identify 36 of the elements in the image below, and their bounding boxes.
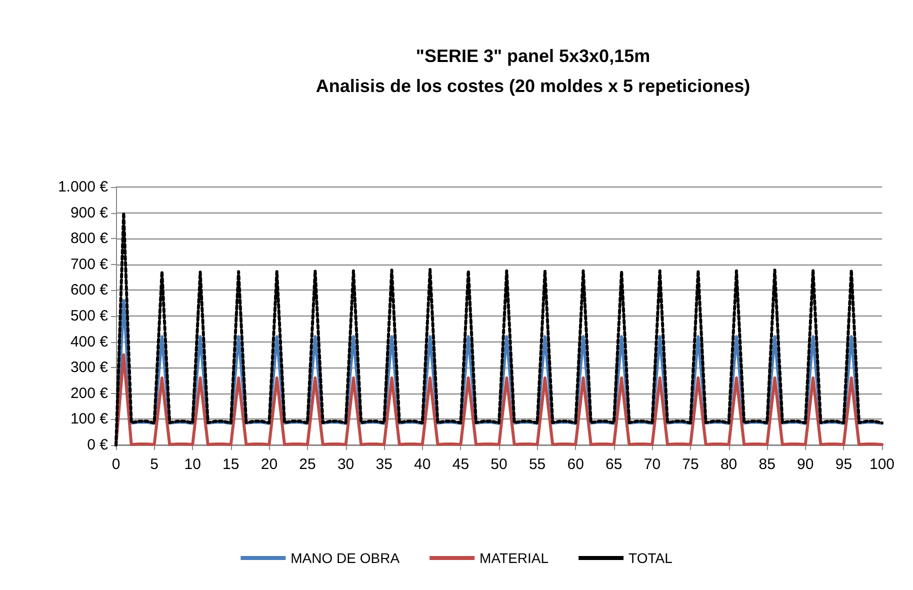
x-tick-label: 100 [869, 456, 895, 473]
x-tick-label: 0 [112, 456, 120, 473]
y-tick-label: 500 € [70, 308, 109, 324]
x-tick-label: 45 [452, 456, 470, 473]
y-tick-label: 800 € [70, 230, 109, 248]
y-tick-label: 0 € [87, 436, 109, 454]
legend-label: MANO DE OBRA [290, 550, 400, 566]
x-tick-label: 65 [606, 456, 622, 473]
y-tick-label: 200 € [70, 384, 109, 402]
x-tick-label: 40 [414, 456, 431, 473]
x-tick-label: 10 [184, 456, 201, 473]
y-tick-label: 600 € [70, 282, 109, 299]
y-tick-label: 900 € [70, 204, 109, 222]
x-tick-label: 95 [835, 456, 852, 473]
x-tick-label: 30 [337, 456, 354, 473]
legend-label: TOTAL [628, 550, 673, 566]
x-tick-label: 15 [222, 456, 240, 473]
y-tick-label: 100 € [70, 410, 109, 428]
x-tick-label: 75 [682, 456, 699, 473]
y-tick-label: 1.000 € [58, 178, 109, 196]
x-tick-label: 35 [376, 456, 392, 473]
y-tick-label: 700 € [70, 256, 109, 273]
x-tick-label: 25 [299, 456, 316, 473]
x-tick-label: 90 [797, 456, 814, 473]
x-tick-label: 20 [260, 456, 278, 473]
x-tick-label: 70 [644, 456, 661, 473]
x-tick-label: 60 [567, 456, 584, 473]
y-tick-label: 400 € [70, 333, 109, 350]
chart-title: "SERIE 3" panel 5x3x0,15m Analisis de los costes (20 moldes x 5 repeticiones) [316, 46, 750, 96]
y-tick-label: 300 € [70, 359, 109, 376]
legend-label: MATERIAL [480, 550, 549, 566]
x-tick-label: 50 [490, 456, 508, 473]
x-tick-label: 85 [758, 456, 776, 473]
x-tick-label: 80 [720, 456, 738, 473]
x-tick-label: 55 [528, 456, 546, 473]
x-tick-label: 5 [150, 456, 158, 473]
